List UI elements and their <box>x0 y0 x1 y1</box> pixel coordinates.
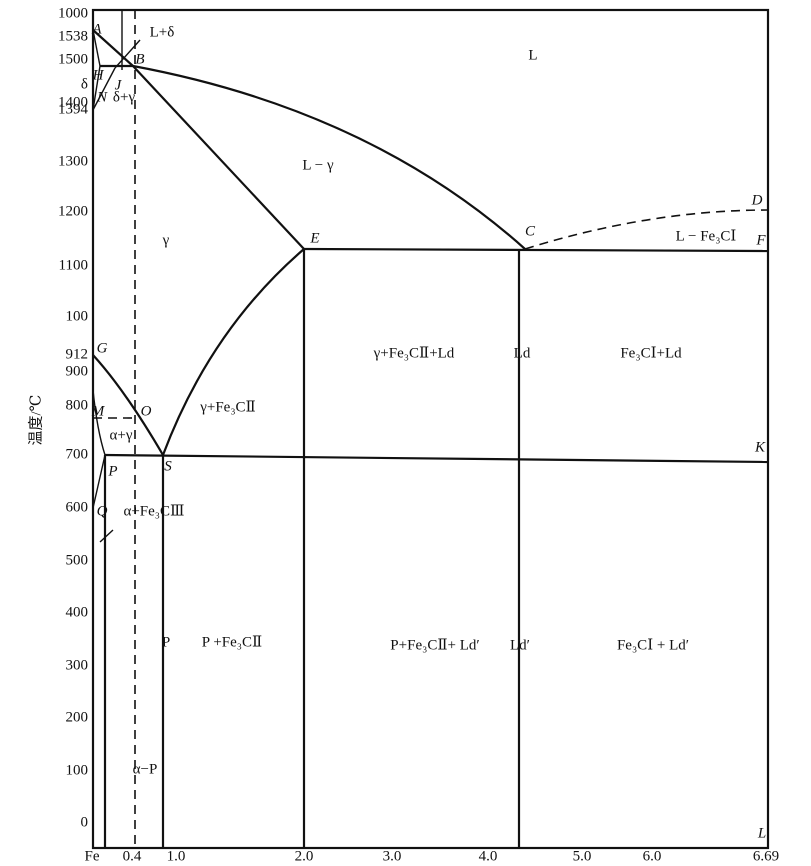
region-label: α+γ <box>110 427 133 443</box>
x-tick-label: 2.0 <box>295 848 314 864</box>
line-nh <box>92 65 101 111</box>
y-tick-label: 0 <box>81 814 89 830</box>
eutectoid-psk <box>104 453 769 464</box>
y-tick-label: 900 <box>66 363 89 379</box>
region-label: P +Fe₃CⅡ <box>202 634 262 650</box>
point-label: G <box>97 340 108 356</box>
y-tick-label: 1538 <box>58 28 88 44</box>
line-ah <box>92 29 101 67</box>
point-label: M <box>91 403 106 419</box>
x-tick-label: 3.0 <box>383 848 402 864</box>
point-label: B <box>135 51 144 67</box>
region-label: δ+γ <box>113 89 136 105</box>
region-label: Ld <box>514 345 531 361</box>
y-tick-label: 500 <box>66 552 89 568</box>
diagram-lines <box>91 8 770 850</box>
line-pq <box>92 454 106 509</box>
y-tick-label: 1394 <box>58 101 89 117</box>
region-label: γ+Fe₃CⅡ+Ld <box>373 345 455 361</box>
y-tick-label: 1000 <box>58 5 88 21</box>
line-gp <box>92 389 106 456</box>
region-label: L <box>528 47 537 63</box>
point-label: K <box>754 439 766 455</box>
x-tick-label: 6.0 <box>643 848 662 864</box>
x-tick-label: 4.0 <box>479 848 498 864</box>
region-label: γ+Fe₃CⅡ <box>199 399 256 415</box>
region-label: L+δ <box>150 24 175 40</box>
y-tick-label: 600 <box>66 499 89 515</box>
y-axis-title: 温度/℃ <box>27 395 44 446</box>
x-tick-label: 5.0 <box>573 848 592 864</box>
region-label: P <box>162 634 170 650</box>
region-label: Fe₃CⅠ + Ld′ <box>617 637 689 653</box>
pointer <box>114 39 141 69</box>
region-label: Ld′ <box>510 637 530 653</box>
point-label: D <box>751 192 763 208</box>
point-label: L <box>757 825 766 841</box>
line-es <box>161 248 305 456</box>
point-label: C <box>525 223 536 239</box>
point-label: J <box>115 77 123 93</box>
y-tick-label: 200 <box>66 709 89 725</box>
line-nj <box>92 67 116 111</box>
y-tick-label: 1500 <box>58 51 88 67</box>
y-tick-label: 300 <box>66 657 89 673</box>
liquidus-ab <box>92 29 134 67</box>
pointer <box>99 529 114 543</box>
liquidus-bc <box>132 64 526 250</box>
y-tick-label: 100 <box>66 762 89 778</box>
region-label: Fe₃CⅠ+Ld <box>620 345 682 361</box>
point-label: O <box>141 403 152 419</box>
y-tick-label: 1100 <box>59 257 88 273</box>
y-tick-label: 700 <box>66 446 89 462</box>
region-label: L − γ <box>302 157 334 173</box>
y-tick-label: 100 <box>66 308 89 324</box>
point-label: S <box>164 458 172 474</box>
x-tick-label: 1.0 <box>167 848 186 864</box>
y-tick-label: 912 <box>66 346 89 362</box>
frame <box>91 8 770 850</box>
y-tick-label: 1300 <box>58 153 88 169</box>
point-label: E <box>309 230 319 246</box>
point-label: H <box>92 67 105 83</box>
point-label: F <box>755 232 766 248</box>
x-tick-label: Fe <box>85 848 100 864</box>
point-label: P <box>107 463 117 479</box>
point-label: N <box>96 89 108 105</box>
region-label: α−P <box>133 761 158 777</box>
line-je <box>132 65 305 250</box>
region-label: α+Fe₃CⅢ <box>123 503 184 519</box>
line-gos <box>92 354 164 456</box>
x-tick-label: 0.4 <box>123 848 142 864</box>
y-tick-label: δ <box>81 76 88 92</box>
line-cd <box>524 209 769 250</box>
region-label: γ <box>162 232 170 248</box>
point-label: A <box>91 21 102 37</box>
eutectic-ecf <box>303 247 769 253</box>
y-tick-label: 1400 <box>58 94 88 110</box>
point-label: Q <box>97 503 108 519</box>
x-tick-label: 6.69 <box>753 848 779 864</box>
region-label: L − Fe₃CⅠ <box>676 228 737 244</box>
region-label: P+Fe₃CⅡ+ Ld′ <box>390 637 479 653</box>
y-tick-label: 1200 <box>58 203 88 219</box>
y-tick-label: 800 <box>66 397 89 413</box>
y-tick-label: 400 <box>66 604 89 620</box>
